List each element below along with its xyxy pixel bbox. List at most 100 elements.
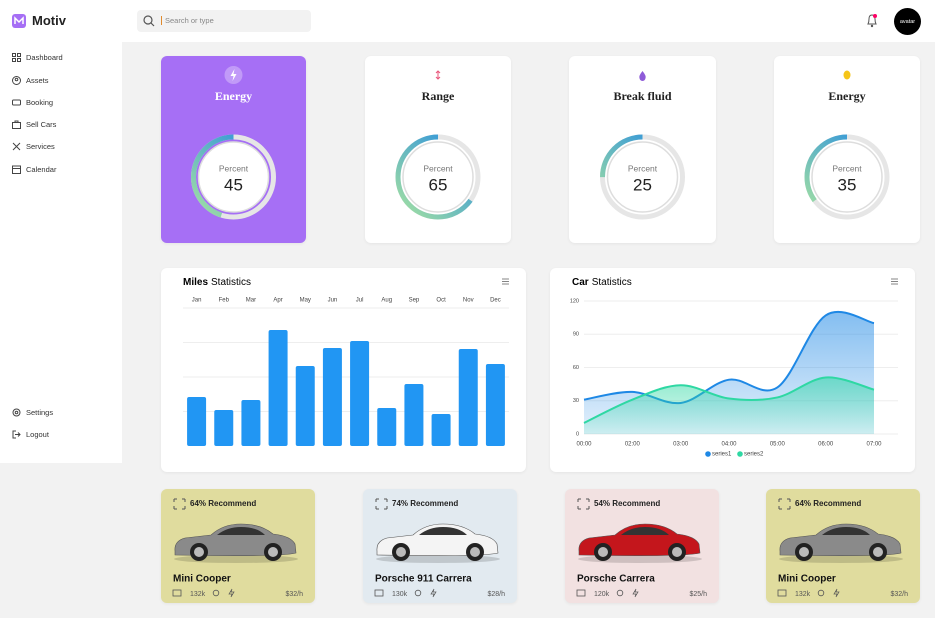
search-placeholder: Search or type — [161, 16, 214, 25]
gear-icon — [817, 589, 825, 597]
nav-item[interactable]: Sell Cars — [12, 120, 56, 129]
bar — [404, 384, 424, 446]
car-svg: 64% Recommend Mini Cooper 132k $32/h — [777, 498, 908, 598]
car-svg: 64% Recommend Mini Cooper 132k $32/h — [172, 498, 303, 598]
car-svg: 54% Recommend Porsche Carrera 120k $25/h — [576, 498, 707, 598]
x-tick-label: 03:00 — [673, 442, 689, 448]
chart-title-bold: Miles — [183, 277, 208, 288]
x-tick-label: Mar — [246, 298, 256, 304]
gauge-title: Energy — [215, 89, 252, 103]
x-tick-label: Jul — [356, 298, 364, 304]
legend-label: series2 — [744, 452, 764, 458]
gauge-arc — [191, 134, 276, 220]
x-tick-label: Jun — [328, 298, 338, 304]
car-card[interactable]: 64% Recommend Mini Cooper 132k $32/h — [161, 489, 315, 603]
notification-bell[interactable] — [865, 13, 879, 28]
gauge-title: Energy — [828, 89, 865, 103]
x-tick-label: Sep — [409, 298, 420, 304]
recommend-icon — [778, 498, 791, 510]
nav-item[interactable]: Calendar — [12, 165, 56, 174]
mileage-icon — [576, 589, 586, 597]
car-card[interactable]: 74% Recommend Porsche 911 Carrera 130k $28/… — [363, 489, 517, 603]
icon-bolt — [230, 69, 237, 81]
gauge-svg: Energy Percent 35 — [804, 70, 890, 220]
nav-item[interactable]: Booking — [12, 98, 53, 107]
gauge-icon — [639, 71, 646, 81]
chart-menu[interactable] — [502, 278, 509, 285]
car-rim — [799, 547, 809, 557]
recommend-icon — [173, 498, 186, 510]
nav-icon — [12, 120, 21, 129]
chart-menu[interactable] — [891, 278, 898, 285]
gear-icon — [212, 589, 220, 597]
car-image — [174, 523, 298, 563]
nav-item[interactable]: Services — [12, 142, 55, 151]
y-tick-label: 0 — [576, 431, 579, 437]
miles-card: Miles Statistics Jan Feb Mar Apr May Jun Jul Aug S… — [161, 268, 526, 472]
nav-label: Sell Cars — [26, 120, 57, 129]
x-tick-label: 00:00 — [576, 442, 592, 448]
recommend-text: 54% Recommend — [594, 499, 660, 508]
gauge-icon — [435, 70, 441, 80]
gauge-card: Break fluid Percent 25 — [569, 56, 716, 243]
car-mileage: 132k — [795, 591, 811, 598]
gauge-arc — [804, 134, 890, 220]
gauge-arc — [600, 134, 685, 220]
legend-marker — [705, 451, 711, 457]
nav-label: Calendar — [26, 165, 57, 174]
bolt-icon — [833, 588, 840, 598]
x-tick-label: Dec — [490, 298, 501, 304]
nav-item[interactable]: Logout — [12, 430, 49, 439]
car-card[interactable]: 54% Recommend Porsche Carrera 120k $25/h — [565, 489, 719, 603]
gauge-icon — [224, 66, 243, 84]
bar — [377, 408, 397, 446]
gauge-value: 35 — [838, 175, 857, 194]
nav-label: Booking — [26, 98, 54, 107]
car-image — [578, 523, 702, 563]
car-name: Porsche Carrera — [577, 574, 655, 585]
car-name: Mini Cooper — [778, 574, 836, 585]
area-line — [583, 310, 875, 405]
chart-title-rest: Statistics — [592, 277, 632, 288]
car-svg: 74% Recommend Porsche 911 Carrera 130k $28/… — [374, 498, 505, 598]
recommend-text: 74% Recommend — [392, 499, 458, 508]
car-price: $25/h — [689, 591, 707, 598]
car-stats-card: Car Statistics 0 30 60 90 120 00:00 02:00 03:00 04… — [550, 268, 915, 472]
nav-label: Services — [26, 142, 55, 151]
gauge-inner — [402, 141, 474, 213]
mileage-icon — [777, 589, 787, 597]
gauge-value: 45 — [224, 175, 243, 194]
y-tick-label: 60 — [573, 365, 579, 371]
car-card[interactable]: 64% Recommend Mini Cooper 132k $32/h — [766, 489, 920, 603]
chart: Miles Statistics Jan Feb Mar Apr May Jun Jul Aug S… — [183, 277, 509, 446]
legend-marker — [737, 451, 743, 457]
bar — [214, 410, 234, 446]
x-tick-label: May — [300, 298, 311, 304]
chart-title-rest: Statistics — [211, 277, 251, 288]
car-rim — [268, 547, 278, 557]
gauge-inner — [197, 141, 270, 213]
search-box[interactable]: Search or type — [137, 10, 311, 32]
car-mileage: 132k — [190, 591, 206, 598]
chart-title: Miles Statistics — [183, 277, 251, 288]
area-line — [583, 376, 875, 424]
gauge-label: Percent — [423, 163, 453, 173]
y-tick-label: 90 — [573, 332, 579, 338]
car-window — [621, 527, 669, 535]
nav-item[interactable]: Settings — [12, 408, 53, 417]
brand-name: Motiv — [32, 13, 66, 28]
nav-item[interactable]: Dashboard — [12, 53, 63, 62]
recommend-text: 64% Recommend — [795, 499, 861, 508]
x-tick-label: Aug — [381, 298, 392, 304]
avatar[interactable]: avatar — [894, 8, 921, 35]
nav-icon — [12, 76, 21, 85]
x-tick-label: 02:00 — [625, 442, 641, 448]
bar — [268, 330, 288, 446]
car-mileage: 130k — [392, 591, 408, 598]
nav-icon — [12, 165, 21, 174]
icon-drop — [639, 71, 646, 81]
chart: Car Statistics 0 30 60 90 120 00:00 02:00 03:00 04… — [570, 277, 898, 458]
nav-icon — [12, 53, 21, 62]
nav-item[interactable]: Assets — [12, 76, 49, 85]
gauge-icon — [843, 70, 851, 80]
